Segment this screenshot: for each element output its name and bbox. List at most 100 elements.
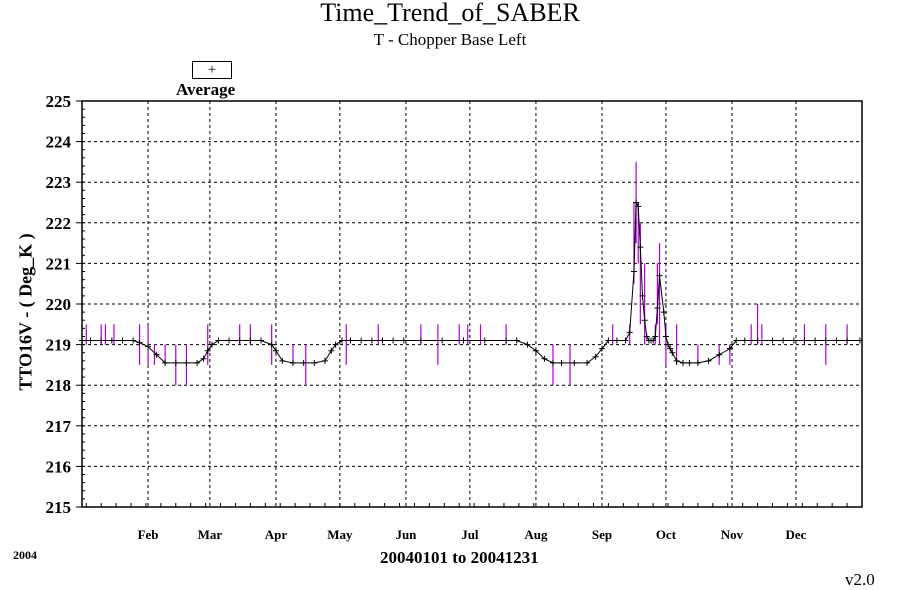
average-point — [332, 341, 339, 348]
average-point — [637, 244, 644, 251]
average-point — [183, 359, 190, 366]
year-label: 2004 — [13, 548, 37, 562]
average-point — [754, 337, 761, 344]
average-point — [641, 317, 648, 324]
average-point — [613, 337, 620, 344]
average-point — [643, 333, 650, 340]
average-point — [635, 203, 642, 210]
x-tick-label: Jun — [395, 527, 417, 542]
average-point — [347, 337, 354, 344]
axes — [76, 100, 863, 508]
average-point — [733, 337, 740, 344]
average-point — [822, 337, 829, 344]
average-point — [400, 337, 407, 344]
average-point — [639, 292, 646, 299]
average-point — [622, 337, 629, 344]
average-point — [460, 337, 467, 344]
average-point — [673, 357, 680, 364]
x-tick-label: Mar — [198, 527, 223, 542]
average-point — [630, 268, 637, 275]
average-point — [119, 337, 126, 344]
y-axis-label: TTO16V - ( Deg_K ) — [15, 233, 36, 391]
average-point — [300, 359, 307, 366]
y-tick-label: 222 — [46, 214, 72, 233]
average-point — [558, 359, 565, 366]
x-tick-label: Nov — [721, 527, 744, 542]
average-point — [605, 337, 612, 344]
average-point — [741, 337, 748, 344]
average-point — [194, 359, 201, 366]
average-point — [204, 347, 211, 354]
average-point — [667, 345, 674, 352]
average-point — [328, 347, 335, 354]
range-bars-series — [85, 161, 848, 386]
chart-title: Time_Trend_of_SABER — [320, 0, 580, 27]
average-point — [790, 337, 797, 344]
chart-subtitle: T - Chopper Base Left — [373, 30, 527, 49]
average-point — [524, 341, 531, 348]
average-point — [844, 337, 851, 344]
average-point — [417, 337, 424, 344]
average-point — [358, 337, 365, 344]
average-point — [503, 337, 510, 344]
average-point — [726, 345, 733, 352]
average-point — [626, 329, 633, 336]
average-point — [439, 337, 446, 344]
average-point — [652, 333, 659, 340]
average-point — [654, 305, 661, 312]
average-point — [812, 337, 819, 344]
average-point — [662, 333, 669, 340]
average-point — [541, 355, 548, 362]
average-point — [801, 337, 808, 344]
x-tick-label: Feb — [138, 527, 159, 542]
average-point — [650, 337, 657, 344]
average-point — [130, 337, 137, 344]
grid-lines — [82, 101, 862, 507]
average-point — [686, 359, 693, 366]
x-tick-label: Oct — [656, 527, 677, 542]
average-point — [215, 337, 222, 344]
y-tick-label: 216 — [46, 457, 72, 476]
average-point — [780, 337, 787, 344]
average-point — [339, 337, 345, 344]
average-point — [145, 343, 152, 350]
average-point — [390, 337, 397, 344]
average-point — [98, 337, 105, 344]
y-tick-label: 224 — [46, 133, 72, 152]
average-point — [716, 351, 723, 358]
average-point — [247, 337, 254, 344]
average-point — [379, 337, 386, 344]
y-tick-label: 219 — [46, 336, 72, 355]
average-point — [679, 359, 686, 366]
average-point — [549, 359, 556, 366]
average-point — [571, 359, 578, 366]
average-series — [79, 199, 863, 366]
plot-frame — [81, 100, 863, 508]
average-point — [481, 337, 488, 344]
average-point — [258, 337, 265, 344]
average-point — [669, 349, 676, 356]
x-axis-label: 20040101 to 20041231 — [380, 548, 539, 567]
x-tick-label: Jul — [461, 527, 479, 542]
average-point — [200, 355, 207, 362]
average-point — [584, 359, 591, 366]
y-tick-label: 223 — [46, 173, 72, 192]
average-point — [268, 341, 275, 348]
average-point — [87, 337, 94, 344]
average-point — [272, 347, 279, 354]
x-tick-label: Dec — [785, 527, 806, 542]
x-tick-label: May — [327, 527, 353, 542]
legend-label: Average — [176, 80, 236, 99]
x-tick-label: Apr — [265, 527, 288, 542]
y-tick-label: 225 — [46, 92, 72, 111]
average-line — [82, 200, 860, 364]
average-point — [660, 309, 667, 316]
average-point — [108, 337, 115, 344]
average-point — [289, 359, 296, 366]
y-tick-label: 218 — [46, 376, 72, 395]
average-point — [172, 359, 179, 366]
y-tick-label: 217 — [46, 417, 72, 436]
average-point — [656, 272, 663, 279]
average-point — [592, 353, 599, 360]
